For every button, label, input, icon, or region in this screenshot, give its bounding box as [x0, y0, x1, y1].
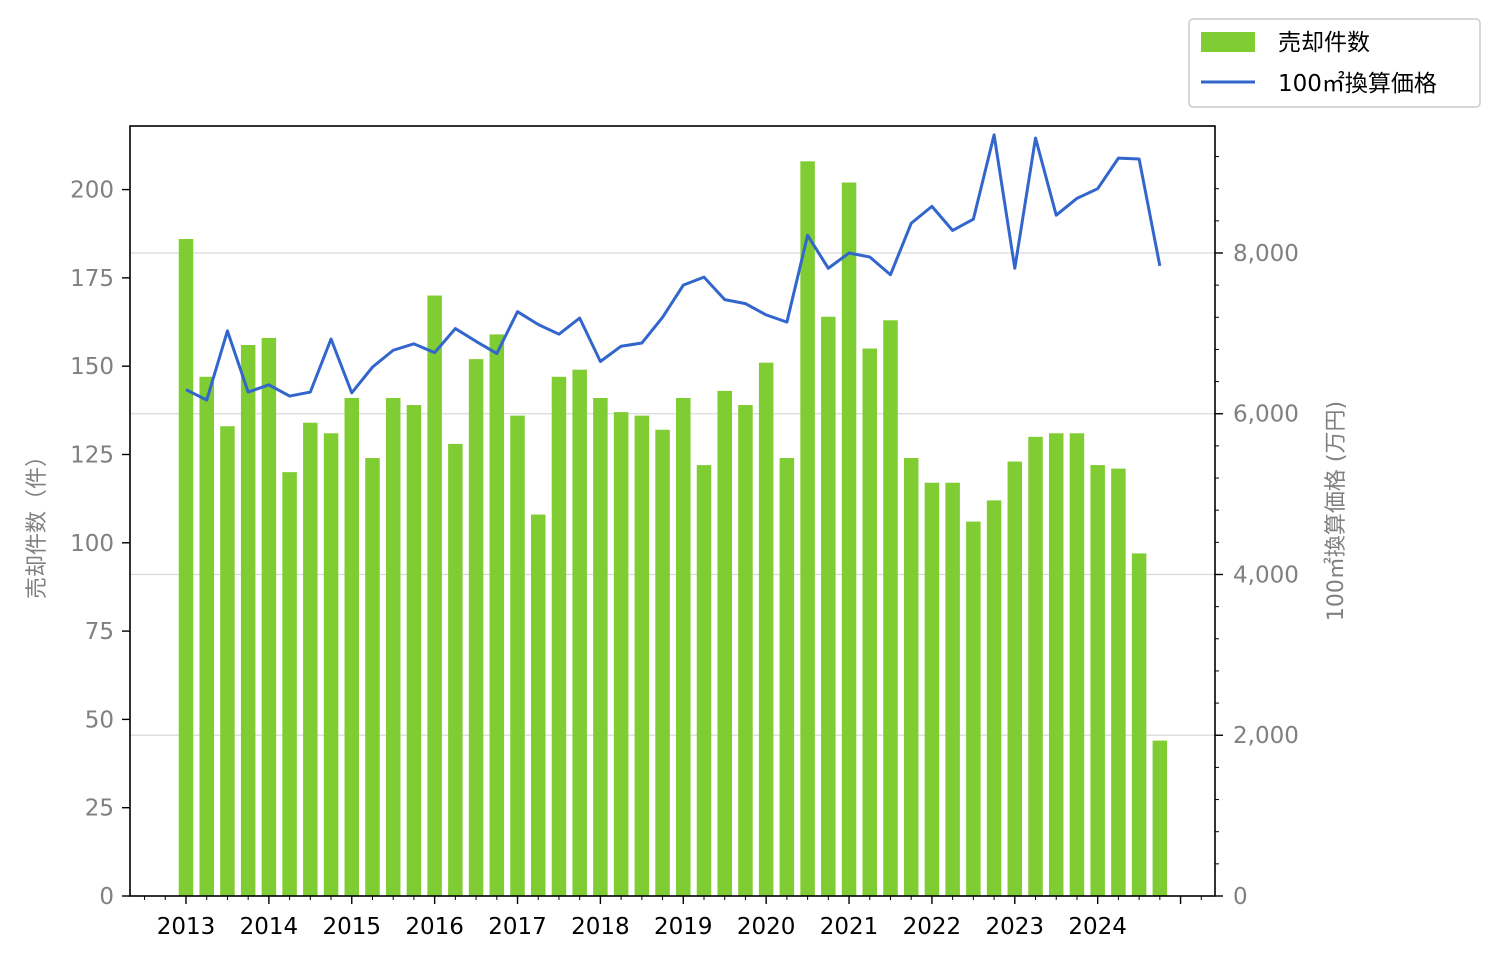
bar	[1131, 553, 1147, 896]
bar	[199, 376, 214, 897]
bar	[634, 415, 650, 896]
x-tick-label: 2015	[322, 914, 381, 940]
right-axis-title: 100㎡換算価格 (万円)	[1323, 401, 1349, 621]
bar	[1090, 465, 1105, 896]
bar	[448, 443, 463, 896]
bar	[510, 415, 525, 896]
right-tick-label: 6,000	[1233, 402, 1299, 428]
bar	[220, 426, 235, 896]
bar	[1007, 461, 1023, 896]
bar	[323, 433, 339, 896]
bar	[572, 369, 587, 897]
x-tick-label: 2018	[571, 914, 630, 940]
bar	[945, 482, 960, 896]
legend: 売却件数 100㎡換算価格	[1188, 18, 1481, 108]
bar	[655, 429, 670, 896]
bar	[800, 161, 815, 896]
left-tick-label: 75	[85, 619, 114, 645]
bar	[261, 337, 277, 896]
x-tick-label: 2024	[1068, 914, 1127, 940]
left-tick-label: 175	[70, 266, 114, 292]
bar	[903, 458, 919, 896]
bar	[1028, 436, 1043, 896]
x-tick-label: 2020	[737, 914, 796, 940]
right-axis: 0 2,000 4,000 6,000 8,000	[1215, 156, 1299, 910]
legend-label-line: 100㎡換算価格	[1278, 71, 1437, 97]
bar	[1069, 433, 1085, 896]
bar	[551, 376, 567, 897]
bar	[924, 482, 940, 896]
bar	[303, 422, 318, 896]
left-tick-label: 200	[70, 178, 114, 204]
left-tick-label: 25	[85, 796, 114, 822]
bar	[779, 458, 795, 896]
bar	[717, 390, 732, 896]
bar	[696, 465, 712, 896]
plot-frame	[129, 125, 1216, 897]
bar	[344, 397, 360, 896]
right-tick-label: 0	[1233, 884, 1248, 910]
bar	[530, 514, 546, 896]
right-tick-label: 2,000	[1233, 723, 1299, 749]
bar	[1048, 433, 1064, 896]
legend-label-bars: 売却件数	[1278, 30, 1370, 56]
left-axis-title: 売却件数（件）	[25, 445, 50, 599]
bar	[883, 320, 898, 896]
bar	[385, 397, 401, 896]
bar	[468, 359, 484, 896]
bar	[427, 295, 442, 897]
bar	[593, 397, 608, 896]
bar	[178, 239, 194, 896]
line-series	[185, 133, 1162, 402]
bar	[406, 405, 422, 896]
bar-series	[178, 161, 1168, 897]
left-axis: 0 25 50 75 100 125 150 175 200	[70, 178, 130, 910]
right-tick-label: 8,000	[1233, 241, 1299, 267]
left-tick-label: 125	[70, 442, 114, 468]
bar	[1152, 740, 1168, 896]
bar	[240, 344, 256, 896]
bar	[282, 472, 297, 896]
bar	[365, 458, 380, 896]
right-tick-label: 4,000	[1233, 562, 1299, 588]
bar	[841, 182, 857, 896]
left-tick-label: 0	[99, 884, 114, 910]
bar	[758, 362, 774, 896]
bar	[1111, 468, 1126, 896]
x-tick-label: 2021	[820, 914, 879, 940]
x-tick-label: 2013	[157, 914, 216, 940]
bar	[986, 500, 1002, 896]
left-tick-label: 100	[70, 531, 114, 557]
bar	[821, 316, 836, 896]
x-tick-label: 2019	[654, 914, 713, 940]
legend-swatch-bars	[1201, 32, 1255, 52]
bar	[489, 334, 505, 896]
x-tick-label: 2017	[488, 914, 547, 940]
left-tick-label: 50	[85, 707, 114, 733]
x-axis: 2013 2014 2015 2016 2017 2018 2019 2020 2021 2022…	[144, 896, 1202, 940]
bar	[676, 397, 691, 896]
bar	[738, 405, 753, 896]
x-tick-label: 2023	[986, 914, 1045, 940]
x-tick-label: 2016	[405, 914, 464, 940]
legend-frame	[1188, 18, 1481, 108]
price-line	[185, 133, 1162, 402]
bar	[862, 348, 878, 896]
x-tick-label: 2022	[903, 914, 962, 940]
bar	[966, 521, 981, 896]
bar	[613, 412, 629, 896]
x-tick-label: 2014	[240, 914, 299, 940]
left-tick-label: 150	[70, 354, 114, 380]
